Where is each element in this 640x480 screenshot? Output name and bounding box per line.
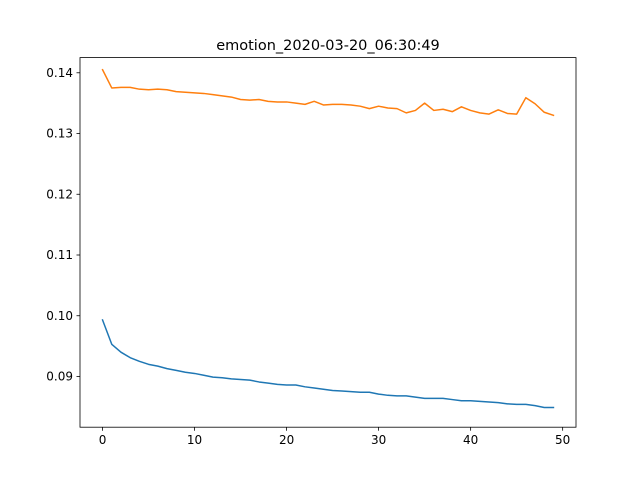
x-tick-label: 50: [555, 433, 570, 447]
chart-title: emotion_2020-03-20_06:30:49: [216, 38, 440, 54]
y-tick-label: 0.14: [46, 66, 73, 80]
y-tick-label: 0.10: [46, 309, 73, 323]
x-tick-label: 20: [279, 433, 294, 447]
x-tick-label: 40: [463, 433, 478, 447]
series-line-2: [101, 68, 555, 117]
y-tick-label: 0.09: [46, 370, 73, 384]
x-tick-label: 10: [187, 433, 202, 447]
y-tick-label: 0.11: [46, 248, 73, 262]
plot-frame: [79, 57, 577, 428]
series-line-1: [101, 319, 555, 409]
y-tick-label: 0.13: [46, 127, 73, 141]
axis-layer: 0 10 20 30 40 50 0.09 0.10 0.11 0.12 0.13 0.14: [46, 66, 570, 447]
x-tick-label: 0: [99, 433, 107, 447]
x-tick-label: 30: [371, 433, 386, 447]
y-tick-label: 0.12: [46, 187, 73, 201]
series-layer: [101, 68, 555, 409]
